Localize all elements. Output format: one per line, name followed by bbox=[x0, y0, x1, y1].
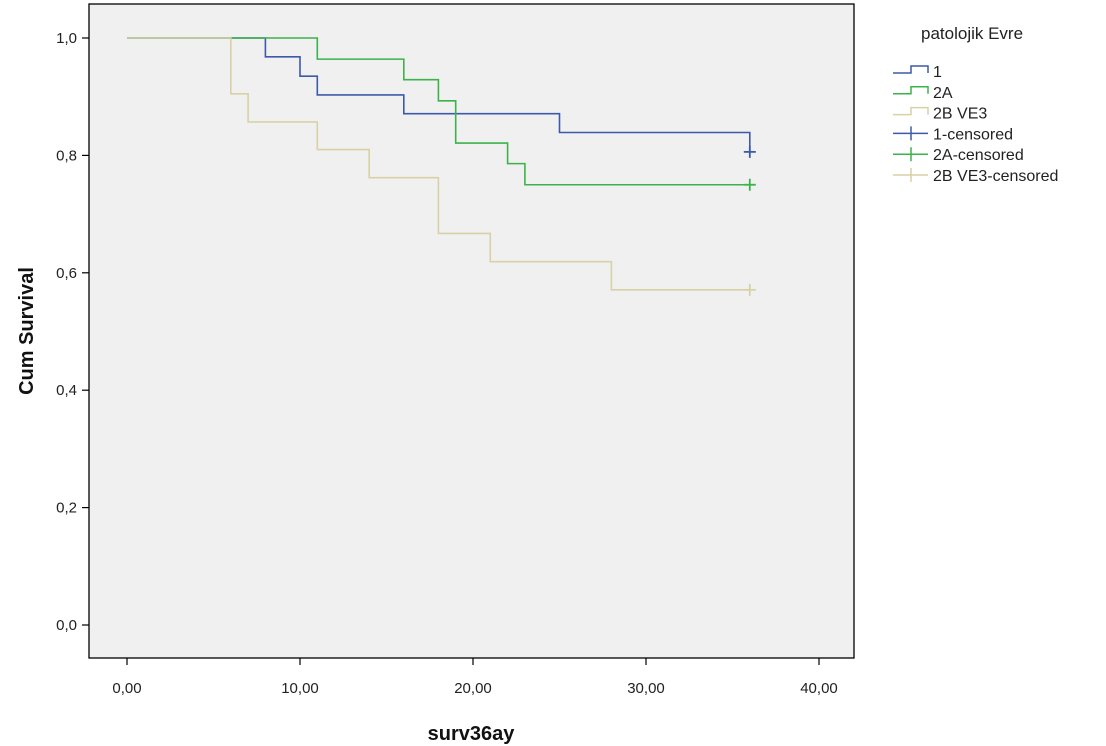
legend-label: 2B VE3-censored bbox=[933, 168, 1058, 185]
censor-mark-1 bbox=[743, 145, 756, 158]
legend-entry-2: 2A bbox=[893, 85, 953, 102]
y-tick-label: 0,4 bbox=[56, 382, 77, 399]
y-tick-label: 0,6 bbox=[56, 265, 77, 282]
y-axis: 0,0 0,2 0,4 0,6 0,8 1,0 bbox=[56, 30, 89, 634]
legend-step-symbol bbox=[893, 106, 929, 116]
x-axis-title: surv36ay bbox=[428, 723, 516, 745]
legend-entry-6: 2B VE3-censored bbox=[893, 168, 1058, 185]
legend-label: 1 bbox=[933, 64, 942, 81]
series-line-3 bbox=[127, 37, 750, 291]
x-tick-label: 20,00 bbox=[454, 680, 492, 697]
censor-mark-2 bbox=[743, 178, 756, 191]
plot-background bbox=[88, 3, 855, 659]
legend-entry-4: 1-censored bbox=[893, 126, 1013, 143]
y-axis-title: Cum Survival bbox=[16, 267, 38, 395]
legend-label: 2B VE3 bbox=[933, 106, 987, 123]
legend-entry-1: 1 bbox=[893, 64, 942, 81]
x-axis: 0,00 10,00 20,00 30,00 40,00 bbox=[112, 658, 838, 697]
legend-title: patolojik Evre bbox=[921, 24, 1023, 43]
legend: 1 2A 2B VE3 1-censored 2A-censored 2B VE3-cen… bbox=[893, 64, 1058, 185]
legend-step-symbol bbox=[893, 86, 929, 95]
legend-entry-5: 2A-censored bbox=[893, 147, 1024, 164]
series-line-2 bbox=[127, 37, 750, 186]
censor-mark-3 bbox=[743, 283, 756, 296]
x-tick-label: 30,00 bbox=[627, 680, 665, 697]
x-tick-label: 0,00 bbox=[112, 680, 141, 697]
x-tick-label: 10,00 bbox=[281, 680, 319, 697]
legend-label: 1-censored bbox=[933, 126, 1013, 143]
legend-label: 2A bbox=[933, 85, 953, 102]
y-tick-label: 0,0 bbox=[56, 617, 77, 634]
y-tick-label: 1,0 bbox=[56, 30, 77, 47]
series-line-1 bbox=[127, 37, 751, 152]
series-layer bbox=[127, 37, 756, 296]
y-tick-label: 0,2 bbox=[56, 500, 77, 517]
x-tick-label: 40,00 bbox=[800, 680, 838, 697]
legend-step-symbol bbox=[893, 65, 929, 74]
legend-entry-3: 2B VE3 bbox=[893, 106, 987, 123]
legend-label: 2A-censored bbox=[933, 147, 1024, 164]
y-tick-label: 0,8 bbox=[56, 147, 77, 164]
